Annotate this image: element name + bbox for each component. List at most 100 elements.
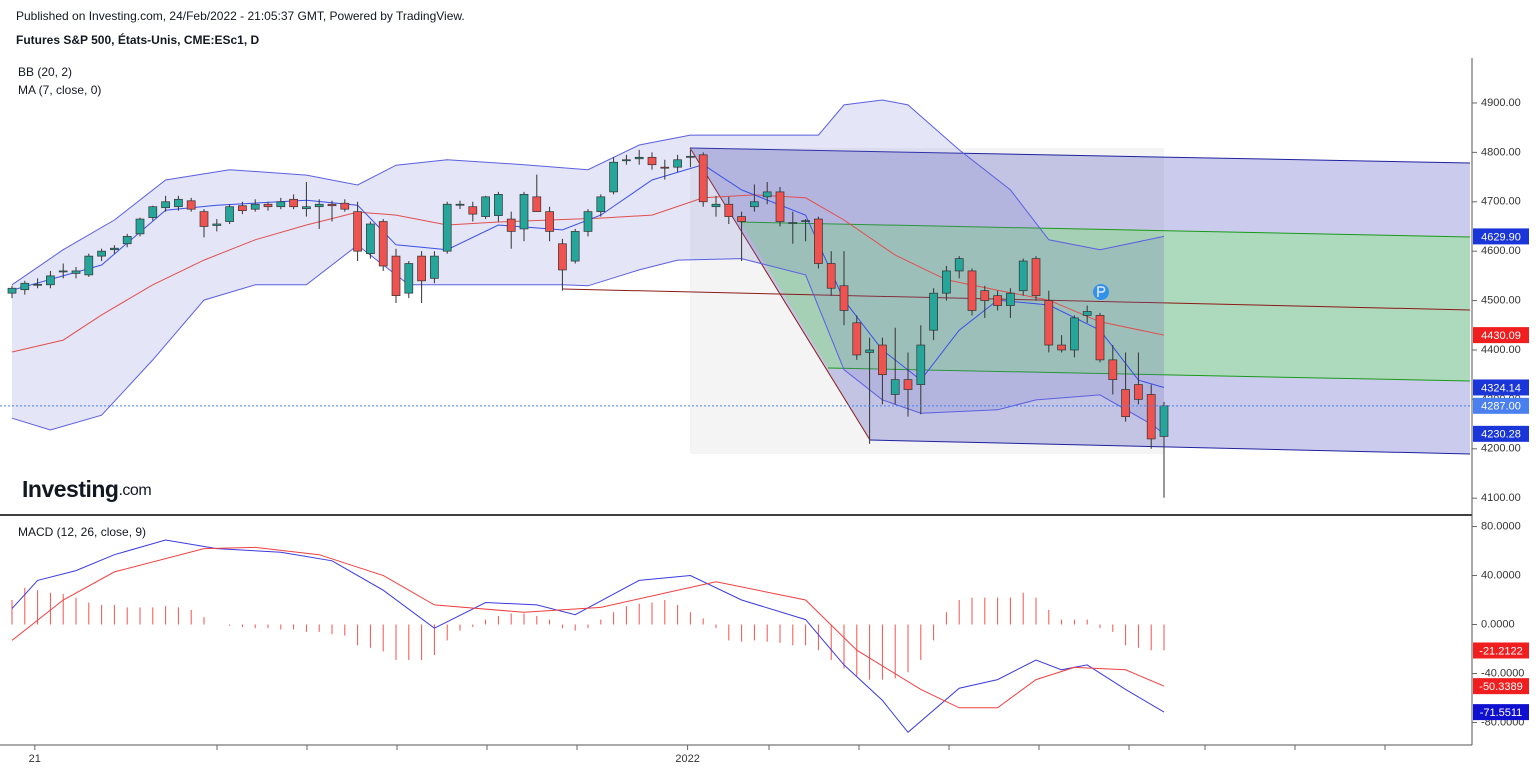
y-tick-label: 80.0000 [1481, 520, 1521, 532]
candle-body [97, 250, 106, 257]
candle-body [788, 222, 798, 224]
candle-body [1018, 260, 1028, 292]
logo: Investing.com [22, 476, 151, 502]
candle-body [750, 201, 759, 208]
candle-body [468, 206, 478, 215]
candle-body [84, 255, 94, 276]
price-tag-label: 4629.90 [1481, 231, 1521, 243]
candle-body [903, 379, 913, 390]
price-tag [1473, 678, 1529, 695]
candle-body [199, 211, 209, 227]
channel-line [739, 221, 1471, 238]
candle-body [340, 202, 350, 210]
band-fill [12, 99, 1164, 434]
candle-body [1108, 359, 1118, 380]
candle-body [430, 255, 439, 279]
price-tag [1473, 642, 1529, 659]
candle-body [289, 198, 298, 208]
channel-line [827, 367, 1471, 382]
candle-body [225, 206, 234, 222]
candle-body [1044, 300, 1054, 346]
published: Published on Investing.com, 24/Feb/2022 … [16, 9, 465, 23]
candle-body [1134, 384, 1143, 400]
price-tag-label: -21.2122 [1479, 645, 1522, 657]
candle-body [506, 218, 516, 232]
candle-body [558, 243, 567, 271]
candle-body [890, 379, 900, 395]
y-tick-label: 4900.00 [1481, 97, 1521, 109]
candle-body [596, 196, 606, 213]
candle-body [532, 196, 542, 213]
y-tick-label: 0.0000 [1481, 618, 1515, 630]
candle-body [366, 223, 375, 254]
candle-body [110, 247, 119, 251]
candle-body [519, 194, 529, 230]
candle-body [1082, 311, 1092, 316]
price-tag-label: -71.5511 [1480, 707, 1523, 719]
candle-body [1070, 317, 1079, 351]
macd-line [11, 539, 1165, 734]
price-tag [1473, 327, 1529, 344]
candle-body [20, 282, 30, 291]
logo-name: Investing [22, 476, 118, 502]
candle-body [967, 270, 977, 311]
y-tick-label: 4100.00 [1481, 492, 1521, 504]
candle-body [122, 236, 132, 245]
candle-body [570, 231, 580, 262]
candle-body [622, 159, 631, 162]
candle-body [647, 156, 657, 166]
candle-body [250, 203, 260, 210]
candle-body [174, 198, 183, 208]
price-tag-label: -50.3389 [1479, 681, 1522, 693]
candle-body [583, 211, 593, 232]
candle-body [660, 166, 670, 169]
instrument: Futures S&P 500, États-Unis, CME:ESc1, D [16, 32, 260, 47]
indicator-line [11, 99, 1165, 286]
candle-body [58, 270, 68, 273]
candle-body [378, 221, 388, 267]
price-tag-label: 4430.09 [1481, 330, 1521, 342]
candle-body [33, 283, 42, 286]
candle-body [494, 194, 503, 216]
price-tag-label: 4230.28 [1481, 429, 1521, 441]
y-tick-label: 4200.00 [1481, 443, 1521, 455]
y-tick-label: 40.0000 [1481, 569, 1521, 581]
candle-body [1095, 315, 1105, 361]
candle-body [711, 203, 721, 208]
candle-body [7, 287, 17, 294]
candle-body [1159, 405, 1169, 437]
candle-body [212, 223, 222, 226]
price-panel [7, 99, 1169, 498]
drawings [562, 147, 1471, 455]
candle-body [762, 191, 772, 198]
candle-body [980, 290, 990, 301]
candle-body [686, 155, 695, 158]
candle-body [916, 344, 926, 385]
y-tick-label: -40.0000 [1481, 667, 1524, 679]
candle-body [148, 206, 158, 218]
candle-body [814, 218, 823, 264]
candle-body [826, 263, 836, 289]
candle-body [839, 285, 849, 311]
candle-body [455, 203, 465, 206]
y-tick-label: 4500.00 [1481, 294, 1521, 306]
macd-panel [11, 539, 1165, 734]
logo-suffix: .com [118, 482, 151, 499]
candle-body [1031, 258, 1041, 296]
candle-body [942, 270, 951, 294]
candle-body [46, 275, 55, 286]
candle-body [263, 203, 273, 208]
price-tag [1473, 425, 1529, 442]
x-ticks [216, 745, 1386, 750]
indicator-label: MACD (12, 26, close, 9) [18, 525, 146, 539]
candle-body [404, 263, 414, 294]
indicator-line [11, 194, 1165, 353]
trend-line [562, 288, 1471, 311]
candle-body [135, 218, 145, 235]
candle-body [302, 206, 311, 210]
candle-body [391, 255, 401, 296]
candle-body [865, 349, 874, 353]
candle-body [276, 201, 286, 208]
